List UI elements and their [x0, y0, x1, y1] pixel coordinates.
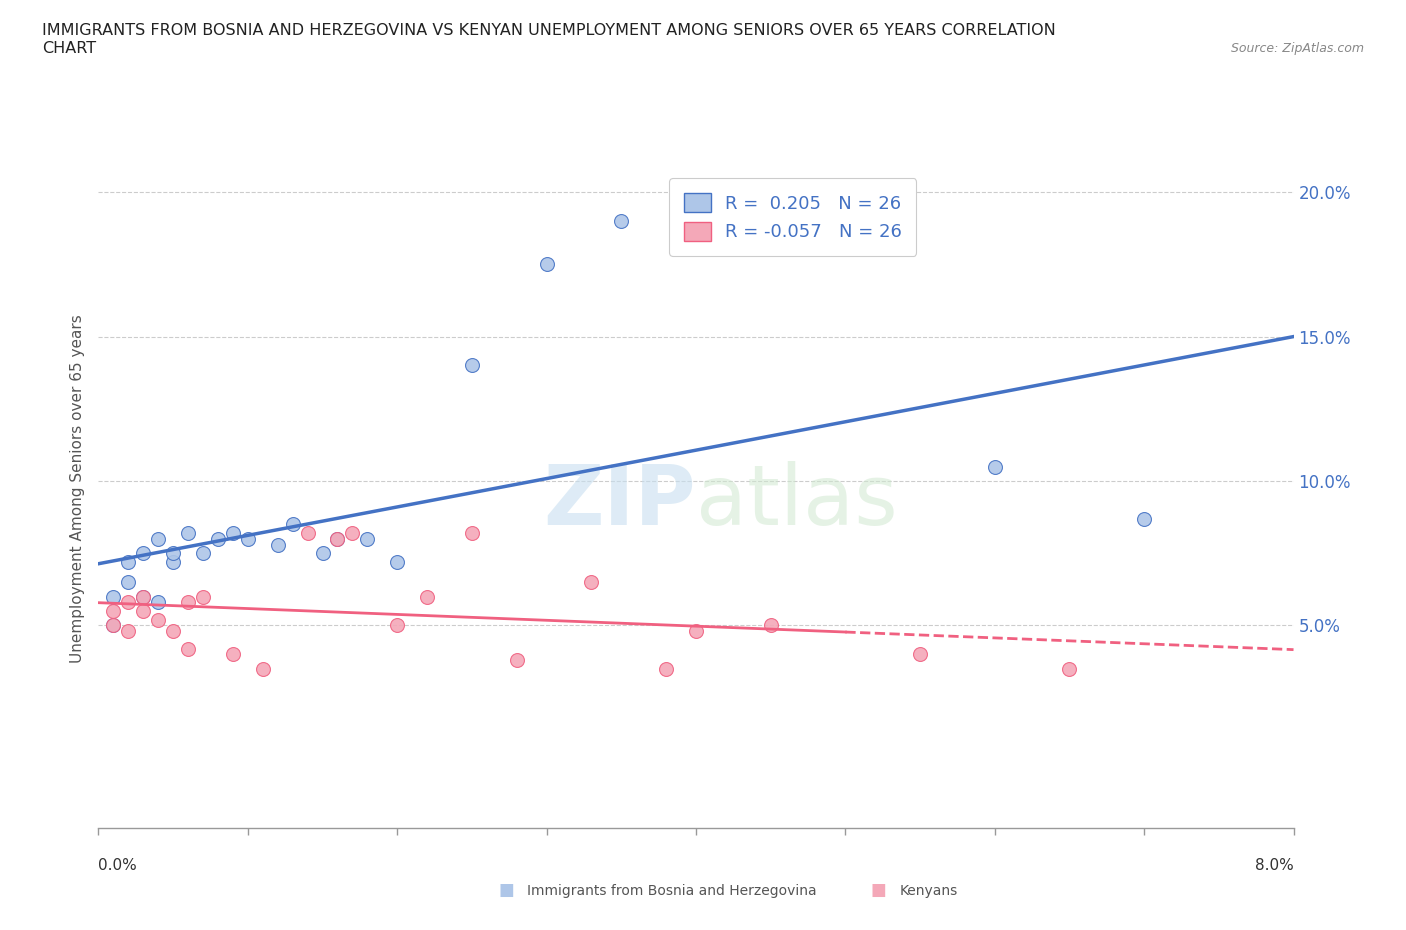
Point: [207, 531, 229, 546]
Point: [177, 525, 200, 540]
Text: 8.0%: 8.0%: [1254, 857, 1294, 872]
Point: [117, 554, 139, 569]
Point: [103, 618, 125, 633]
Point: [103, 589, 125, 604]
Point: [536, 257, 558, 272]
Point: [297, 525, 319, 540]
Point: [983, 459, 1005, 474]
Point: [385, 554, 409, 569]
Text: 0.0%: 0.0%: [98, 857, 138, 872]
Point: [461, 525, 484, 540]
Point: [326, 531, 349, 546]
Point: [281, 517, 304, 532]
Point: [685, 624, 707, 639]
Point: [162, 554, 184, 569]
Point: [506, 653, 529, 668]
Text: ZIP: ZIP: [544, 461, 696, 542]
Point: [177, 595, 200, 610]
Text: IMMIGRANTS FROM BOSNIA AND HERZEGOVINA VS KENYAN UNEMPLOYMENT AMONG SENIORS OVER: IMMIGRANTS FROM BOSNIA AND HERZEGOVINA V…: [42, 23, 1056, 56]
Point: [1059, 661, 1081, 676]
Point: [356, 531, 378, 546]
Point: [461, 358, 484, 373]
Point: [117, 624, 139, 639]
Point: [117, 595, 139, 610]
Point: [132, 589, 155, 604]
Text: Source: ZipAtlas.com: Source: ZipAtlas.com: [1230, 42, 1364, 55]
Point: [132, 604, 155, 618]
Point: [162, 624, 184, 639]
Point: [610, 214, 633, 229]
Point: [148, 595, 170, 610]
Point: [103, 618, 125, 633]
Point: [132, 589, 155, 604]
Point: [385, 618, 409, 633]
Point: [222, 525, 245, 540]
Legend: R =  0.205   N = 26, R = -0.057   N = 26: R = 0.205 N = 26, R = -0.057 N = 26: [669, 179, 917, 256]
Point: [342, 525, 364, 540]
Point: [177, 641, 200, 656]
Point: [252, 661, 274, 676]
Point: [162, 546, 184, 561]
Point: [222, 647, 245, 662]
Point: [117, 575, 139, 590]
Text: ■: ■: [498, 881, 515, 898]
Point: [103, 604, 125, 618]
Point: [1133, 512, 1156, 526]
Point: [191, 546, 214, 561]
Point: [416, 589, 439, 604]
Text: Kenyans: Kenyans: [900, 884, 957, 897]
Text: Immigrants from Bosnia and Herzegovina: Immigrants from Bosnia and Herzegovina: [527, 884, 817, 897]
Point: [132, 546, 155, 561]
Point: [267, 538, 290, 552]
Point: [311, 546, 333, 561]
Point: [655, 661, 678, 676]
Text: ■: ■: [870, 881, 887, 898]
Point: [191, 589, 214, 604]
Point: [148, 612, 170, 627]
Point: [581, 575, 603, 590]
Point: [326, 531, 349, 546]
Point: [236, 531, 259, 546]
Point: [908, 647, 931, 662]
Y-axis label: Unemployment Among Seniors over 65 years: Unemployment Among Seniors over 65 years: [70, 314, 86, 662]
Point: [148, 531, 170, 546]
Text: atlas: atlas: [696, 461, 897, 542]
Point: [759, 618, 782, 633]
